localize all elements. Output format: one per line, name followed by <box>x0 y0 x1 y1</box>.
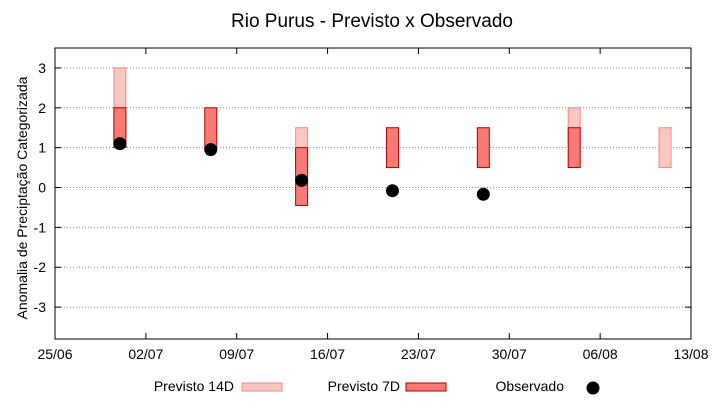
x-tick-label: 02/07 <box>128 346 163 362</box>
forecast-7d-bar <box>385 127 399 169</box>
y-tick-label: -2 <box>34 259 47 275</box>
y-tick-label: 2 <box>38 100 46 116</box>
legend-swatch-7d <box>405 382 447 392</box>
y-tick-label: 3 <box>38 60 46 76</box>
forecast-14d-bar <box>658 127 672 169</box>
observed-point <box>113 137 127 151</box>
x-tick-label: 30/07 <box>492 346 527 362</box>
y-tick-label: -1 <box>34 219 47 235</box>
forecast-7d-bar <box>204 107 218 149</box>
x-tick-label: 13/08 <box>673 346 708 362</box>
forecast-7d-bar <box>476 127 490 169</box>
y-tick-label: 1 <box>38 140 46 156</box>
legend: Previsto 14D Previsto 7D Observado <box>154 378 600 395</box>
legend-swatch-observed <box>586 381 600 395</box>
legend-label: Previsto 7D <box>328 378 400 394</box>
legend-swatch-14d <box>241 382 283 392</box>
legend-label: Previsto 14D <box>154 378 234 394</box>
observed-point <box>295 173 309 187</box>
y-tick-label: -3 <box>34 299 47 315</box>
x-tick-label: 23/07 <box>401 346 436 362</box>
x-tick-label: 25/06 <box>37 346 72 362</box>
observed-point <box>385 184 399 198</box>
chart-title: Rio Purus - Previsto x Observado <box>231 11 513 32</box>
grid-layer <box>55 67 691 308</box>
x-tick-label: 09/07 <box>219 346 254 362</box>
x-tick-label: 16/07 <box>310 346 345 362</box>
legend-label: Observado <box>496 378 565 394</box>
observed-point <box>476 187 490 201</box>
y-axis-label: Anomalia de Preciptação Categorizada <box>14 76 30 319</box>
y-tick-label: 0 <box>38 180 46 196</box>
plot-border <box>54 47 692 340</box>
marks-layer <box>113 67 672 206</box>
forecast-7d-bar <box>567 127 581 169</box>
observed-point <box>204 143 218 157</box>
x-tick-label: 06/08 <box>583 346 618 362</box>
axis-layer: -3 -2 -1 0 1 2 3 25/06 02/07 09/07 16/07 23/07 30/07… <box>34 47 709 362</box>
